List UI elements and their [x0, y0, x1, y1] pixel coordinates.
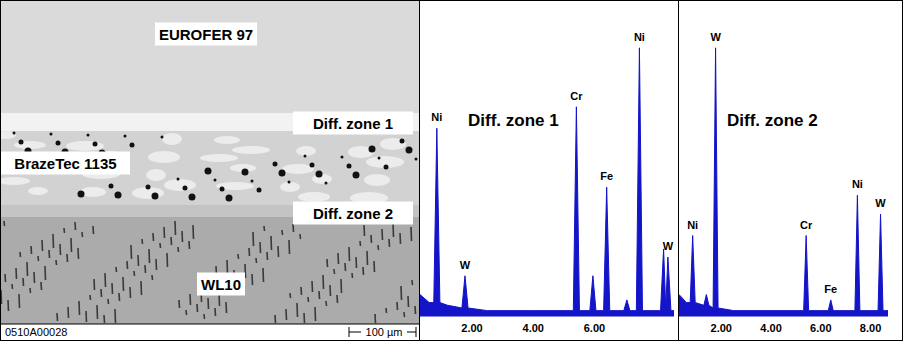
svg-text:Ni: Ni [431, 111, 442, 123]
html-text:Diff. zone 2: Diff. zone 2 [727, 111, 818, 130]
svg-text:4.00: 4.00 [523, 322, 544, 334]
svg-text:2.00: 2.00 [461, 322, 482, 334]
html-text:Diff. zone 1: Diff. zone 1 [468, 111, 559, 130]
svg-text:Diff. zone 1: Diff. zone 1 [313, 115, 393, 132]
svg-text:W: W [460, 259, 471, 271]
svg-text:Cr: Cr [570, 90, 583, 102]
svg-text:100 µm: 100 µm [366, 326, 403, 338]
svg-text:Fe: Fe [824, 283, 837, 295]
svg-text:EUROFER 97: EUROFER 97 [159, 26, 253, 43]
svg-text:6.00: 6.00 [584, 322, 605, 334]
svg-text:8.00: 8.00 [860, 322, 881, 334]
svg-text:2.00: 2.00 [711, 322, 732, 334]
svg-text:BrazeTec 1135: BrazeTec 1135 [14, 155, 116, 172]
svg-text:W: W [875, 197, 886, 209]
svg-text:WL10: WL10 [201, 276, 241, 293]
svg-text:Ni: Ni [852, 178, 863, 190]
svg-text:0510A00028: 0510A00028 [5, 326, 67, 338]
svg-text:W: W [710, 31, 721, 43]
svg-text:Ni: Ni [634, 31, 645, 43]
svg-text:Fe: Fe [600, 170, 613, 182]
svg-text:W: W [663, 240, 674, 252]
svg-text:Cr: Cr [800, 219, 813, 231]
svg-text:Ni: Ni [687, 219, 698, 231]
svg-text:Diff. zone 2: Diff. zone 2 [313, 205, 393, 222]
svg-text:4.00: 4.00 [760, 322, 781, 334]
svg-text:6.00: 6.00 [810, 322, 831, 334]
